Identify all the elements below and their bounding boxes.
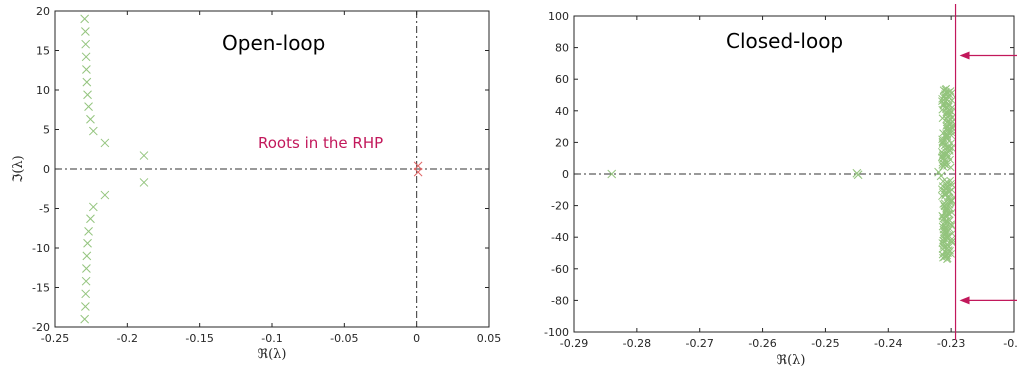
open-loop-root-marker xyxy=(82,77,92,87)
open-loop-ytick-label: 20 xyxy=(36,5,50,18)
closed-loop-root-marker xyxy=(942,87,950,96)
closed-loop-ytick-label: 40 xyxy=(555,105,569,118)
open-loop-root-marker xyxy=(82,65,91,74)
closed-loop-ytick-label: -60 xyxy=(551,263,569,276)
open-loop-plot: -0.25 -0.2 -0.15 -0.1 -0.05 0 0.05 -20 -15 -10 -5 0… xyxy=(11,5,501,362)
closed-loop-ytick-label: 0 xyxy=(562,168,569,181)
closed-loop-ytick-label: 20 xyxy=(555,136,569,149)
open-loop-root-marker xyxy=(81,39,91,49)
closed-loop-xtick-label: -0.24 xyxy=(874,337,902,350)
closed-loop-points xyxy=(607,84,957,264)
closed-loop-root-marker xyxy=(938,239,947,247)
closed-loop-xtick-label: -0.26 xyxy=(748,337,776,350)
open-loop-root-marker xyxy=(100,190,110,200)
closed-loop-root-marker xyxy=(946,176,955,185)
open-loop-root-marker xyxy=(88,202,98,212)
open-loop-points xyxy=(80,14,423,324)
open-loop-ytick-label: -10 xyxy=(32,242,50,255)
closed-loop-ytick-label: -100 xyxy=(544,326,569,339)
closed-loop-title: Closed-loop xyxy=(726,29,843,53)
pointer-arrow xyxy=(959,296,1017,305)
open-loop-root-marker xyxy=(82,264,91,273)
closed-loop-root-marker xyxy=(607,169,617,179)
open-loop-root-marker xyxy=(413,161,423,171)
open-loop-root-marker xyxy=(84,227,93,236)
open-loop-ytick-label: -15 xyxy=(32,282,50,295)
open-loop-root-marker xyxy=(81,289,91,299)
closed-loop-xtick-label: -0.28 xyxy=(623,337,651,350)
closed-loop-reference xyxy=(954,4,1017,340)
open-loop-root-marker xyxy=(84,102,93,111)
open-loop-root-marker xyxy=(139,151,149,160)
open-loop-axis-lines xyxy=(55,11,489,327)
open-loop-xtick-label: -0.25 xyxy=(41,332,69,345)
open-loop-root-marker xyxy=(139,178,149,187)
closed-loop-ticks: -0.29 -0.28 -0.27 -0.26 -0.25 -0.24 -0.23 -0.2 -… xyxy=(544,10,1017,350)
closed-loop-root-marker xyxy=(946,87,955,95)
closed-loop-root-marker xyxy=(942,84,951,93)
open-loop-root-marker xyxy=(82,251,92,261)
closed-loop-xtick-label: -0.23 xyxy=(937,337,965,350)
closed-loop-root-marker xyxy=(943,98,952,107)
open-loop-xtick-label: 0 xyxy=(413,332,420,345)
closed-loop-xtick-label: -0.2 xyxy=(1003,337,1017,350)
open-loop-ytick-label: 0 xyxy=(43,163,50,176)
open-loop-ytick-label: 5 xyxy=(43,124,50,137)
open-loop-root-marker xyxy=(413,167,423,177)
closed-loop-xlabel: ℜ(λ) xyxy=(777,353,806,368)
closed-loop-root-marker xyxy=(940,190,948,198)
closed-loop-ytick-label: 100 xyxy=(548,10,569,23)
open-loop-root-marker xyxy=(88,126,98,136)
open-loop-root-marker xyxy=(83,238,92,248)
open-loop-ytick-label: 10 xyxy=(36,84,50,97)
open-loop-xtick-label: -0.1 xyxy=(261,332,282,345)
open-loop-xtick-label: -0.15 xyxy=(185,332,213,345)
closed-loop-ytick-label: 60 xyxy=(555,73,569,86)
open-loop-root-marker xyxy=(86,214,95,224)
closed-loop-root-marker xyxy=(939,129,947,137)
open-loop-root-marker xyxy=(80,314,90,324)
open-loop-xtick-label: 0.05 xyxy=(477,332,502,345)
open-loop-root-marker xyxy=(100,138,110,148)
open-loop-root-marker xyxy=(81,302,90,311)
open-loop-xtick-label: -0.2 xyxy=(117,332,138,345)
open-loop-root-marker xyxy=(81,276,91,286)
open-loop-ylabel: ℑ(λ) xyxy=(11,155,26,182)
open-loop-root-marker xyxy=(86,114,95,124)
open-loop-ytick-label: -5 xyxy=(39,203,50,216)
open-loop-xlabel: ℜ(λ) xyxy=(258,347,287,362)
closed-loop-plot: -0.29 -0.28 -0.27 -0.26 -0.25 -0.24 -0.23 -0.2 -… xyxy=(544,4,1017,368)
open-loop-ytick-label: 15 xyxy=(36,45,50,58)
closed-loop-ytick-label: 80 xyxy=(555,42,569,55)
pointer-arrow xyxy=(959,51,1017,60)
closed-loop-xtick-label: -0.27 xyxy=(685,337,713,350)
open-loop-root-marker xyxy=(83,90,92,100)
closed-loop-root-marker xyxy=(941,133,950,141)
open-loop-xtick-label: -0.05 xyxy=(330,332,358,345)
open-loop-root-marker xyxy=(81,27,90,36)
open-loop-root-marker xyxy=(81,52,91,62)
open-loop-root-marker xyxy=(80,14,90,24)
closed-loop-root-marker xyxy=(947,139,955,148)
closed-loop-ytick-label: -80 xyxy=(551,294,569,307)
closed-loop-xtick-label: -0.25 xyxy=(811,337,839,350)
closed-loop-root-marker xyxy=(939,177,947,186)
closed-loop-root-marker xyxy=(943,161,951,170)
open-loop-title: Open-loop xyxy=(222,31,325,55)
closed-loop-ytick-label: -20 xyxy=(551,200,569,213)
open-loop-ytick-label: -20 xyxy=(32,321,50,334)
open-loop-ticks: -0.25 -0.2 -0.15 -0.1 -0.05 0 0.05 -20 -15 -10 -5 0… xyxy=(32,5,501,345)
rhp-annotation: Roots in the RHP xyxy=(258,134,383,152)
closed-loop-xtick-label: -0.29 xyxy=(560,337,588,350)
closed-loop-root-marker xyxy=(934,167,943,177)
closed-loop-ytick-label: -40 xyxy=(551,231,569,244)
closed-loop-root-marker xyxy=(853,170,863,180)
closed-loop-root-marker xyxy=(938,97,946,106)
